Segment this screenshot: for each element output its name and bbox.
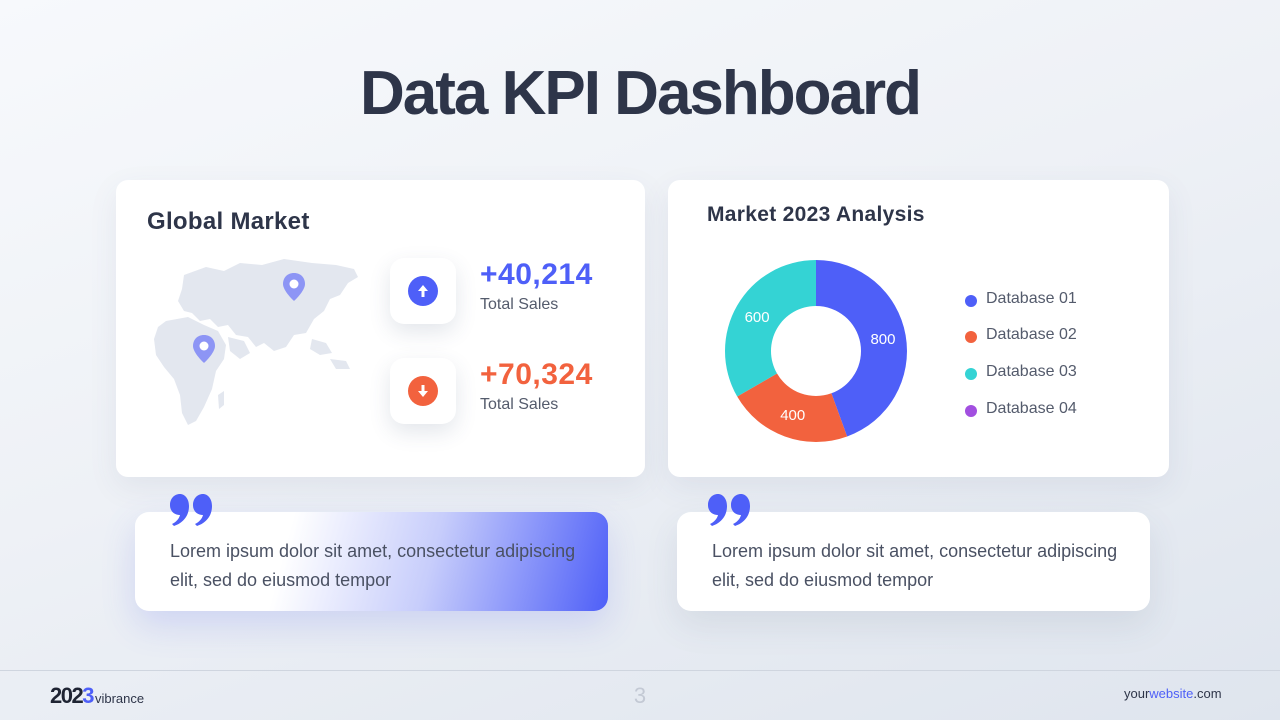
map-pin-icon — [193, 335, 215, 363]
legend-dot — [965, 331, 977, 343]
brand-logo: 2023 vibrance — [50, 683, 144, 709]
arrow-up-icon — [408, 276, 438, 306]
kpi-label: Total Sales — [480, 296, 559, 313]
kpi-label: Total Sales — [480, 396, 559, 413]
market-analysis-title: Market 2023 Analysis — [707, 203, 925, 226]
quote-card: Lorem ipsum dolor sit amet, consectetur … — [135, 512, 608, 611]
legend-dot — [965, 295, 977, 307]
page-number: 3 — [633, 683, 647, 708]
legend-label: Database 01 — [986, 290, 1077, 307]
kpi-up-icon-box — [390, 258, 456, 324]
kpi-value: +40,214 — [480, 258, 593, 291]
world-map-icon — [154, 259, 358, 425]
donut-slice-1 — [816, 260, 907, 437]
quote-icon — [170, 494, 214, 526]
global-market-title: Global Market — [147, 208, 310, 235]
legend-label: Database 02 — [986, 326, 1077, 343]
brand-name: vibrance — [94, 691, 145, 706]
arrow-down-icon — [408, 376, 438, 406]
donut-chart: 800 400 600 — [725, 260, 907, 442]
legend-label: Database 04 — [986, 400, 1077, 417]
quote-text: Lorem ipsum dolor sit amet, consectetur … — [170, 541, 576, 590]
quote-card: Lorem ipsum dolor sit amet, consectetur … — [677, 512, 1150, 611]
donut-data-label: 600 — [745, 309, 770, 326]
website-link[interactable]: yourwebsite.com — [1124, 686, 1222, 701]
quote-text: Lorem ipsum dolor sit amet, consectetur … — [712, 541, 1118, 590]
legend-dot — [965, 405, 977, 417]
page-title: Data KPI Dashboard — [359, 59, 922, 128]
donut-slice-3 — [725, 260, 816, 397]
legend-label: Database 03 — [986, 363, 1077, 380]
donut-data-label: 400 — [780, 407, 805, 424]
kpi-down-icon-box — [390, 358, 456, 424]
footer-divider — [0, 670, 1280, 671]
brand-year: 2023 — [50, 683, 94, 708]
donut-data-label: 800 — [870, 331, 895, 348]
market-analysis-card: Market 2023 Analysis 800 400 600 Database … — [668, 180, 1169, 477]
quote-icon — [708, 494, 752, 526]
kpi-value: +70,324 — [480, 358, 593, 391]
global-market-card: Global Market +40,214 — [116, 180, 645, 477]
map-pin-icon — [283, 273, 305, 301]
legend-dot — [965, 368, 977, 380]
donut-slice-2 — [737, 373, 848, 442]
